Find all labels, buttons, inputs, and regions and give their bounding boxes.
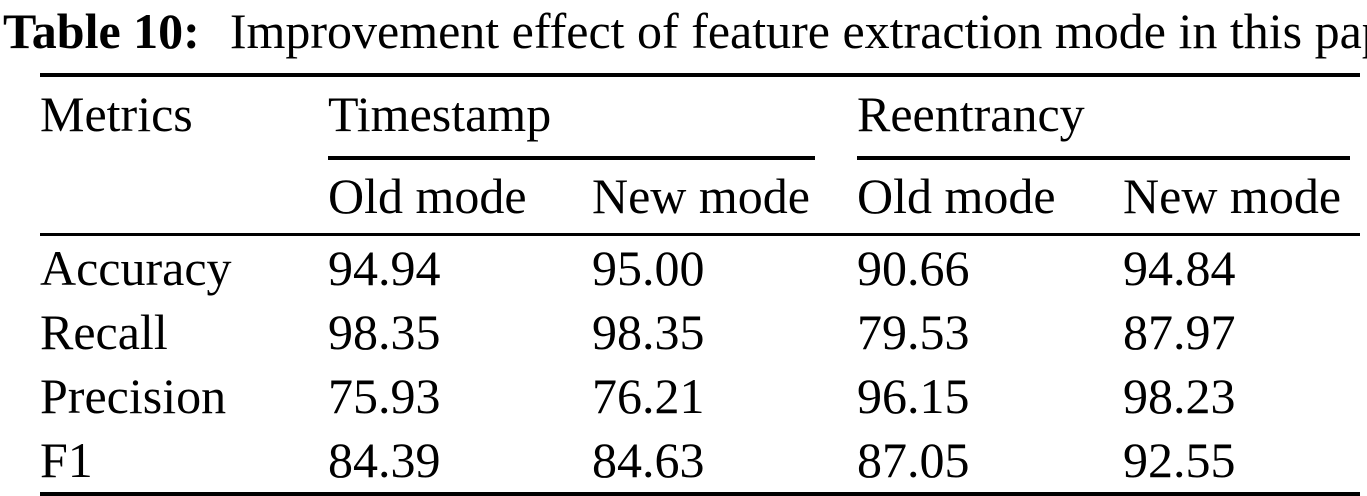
cell-value: 75.93 (328, 367, 441, 424)
cell-value: 94.94 (328, 239, 441, 296)
column-group-reentrancy: Reentrancy (857, 75, 1360, 160)
cell-value: 87.05 (857, 431, 970, 488)
header-group-row: Metrics Timestamp Reentrancy (40, 75, 1360, 236)
cell-value: 90.66 (857, 239, 970, 296)
cell-value: 76.21 (592, 367, 705, 424)
table-row: Recall 98.35 98.35 79.53 87.97 (40, 300, 1360, 364)
row-label-precision: Precision (40, 367, 227, 424)
cell-value: 98.35 (592, 303, 705, 360)
header-sub-row: Old mode New mode Old mode New mode (40, 160, 1361, 236)
cell-value: 98.23 (1123, 367, 1236, 424)
table-caption-label: Table 10: (3, 3, 200, 59)
cell-value: 96.15 (857, 367, 970, 424)
table-caption-text: Improvement effect of feature extraction… (229, 3, 1367, 59)
column-header-metrics: Metrics (40, 75, 328, 236)
row-label-accuracy: Accuracy (40, 239, 232, 296)
cell-value: 95.00 (592, 239, 705, 296)
column-header-timestamp-old-mode: Old mode (328, 160, 592, 236)
row-label-f1: F1 (40, 431, 93, 488)
cell-value: 84.39 (328, 431, 441, 488)
row-label-recall: Recall (40, 303, 168, 360)
table-container: Metrics Timestamp Reentrancy Old mode Ne… (40, 73, 1361, 496)
cell-value: 87.97 (1123, 303, 1236, 360)
cell-value: 94.84 (1123, 239, 1236, 296)
cell-value: 84.63 (592, 431, 705, 488)
table-row: Precision 75.93 76.21 96.15 98.23 (40, 364, 1360, 428)
column-header-reentrancy-old-mode: Old mode (857, 160, 1124, 236)
cell-value: 92.55 (1123, 431, 1236, 488)
column-header-timestamp-new-mode: New mode (592, 160, 858, 236)
column-group-timestamp: Timestamp (328, 75, 857, 160)
cell-value: 79.53 (857, 303, 970, 360)
table-caption: Table 10: Improvement effect of feature e… (0, 0, 1367, 60)
results-table: Metrics Timestamp Reentrancy Old mode Ne… (40, 73, 1361, 496)
cell-value: 98.35 (328, 303, 441, 360)
table-row: F1 84.39 84.63 87.05 92.55 (40, 428, 1360, 494)
table-row: Accuracy 94.94 95.00 90.66 94.84 (40, 235, 1360, 301)
column-header-reentrancy-new-mode: New mode (1123, 160, 1361, 236)
